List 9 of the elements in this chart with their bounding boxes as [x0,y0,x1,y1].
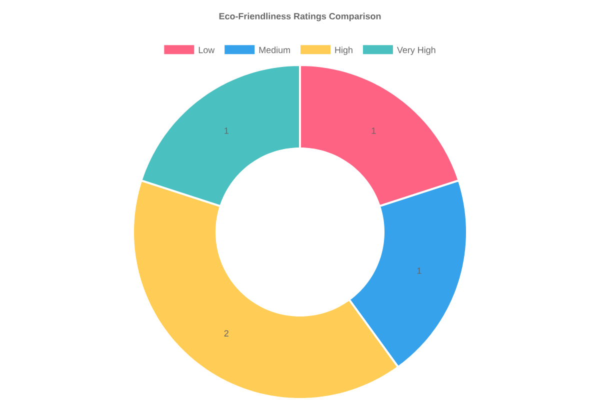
chart-title: Eco-Friendliness Ratings Comparison [219,12,381,22]
data-label: 1 [372,128,376,134]
legend-label: Low [198,46,215,54]
legend-label: High [335,46,352,55]
legend-label: Very High [397,46,436,55]
legend-label: Medium [259,46,290,54]
data-label: 1 [224,128,228,134]
data-label: 2 [224,330,228,336]
data-label: 1 [417,268,422,274]
